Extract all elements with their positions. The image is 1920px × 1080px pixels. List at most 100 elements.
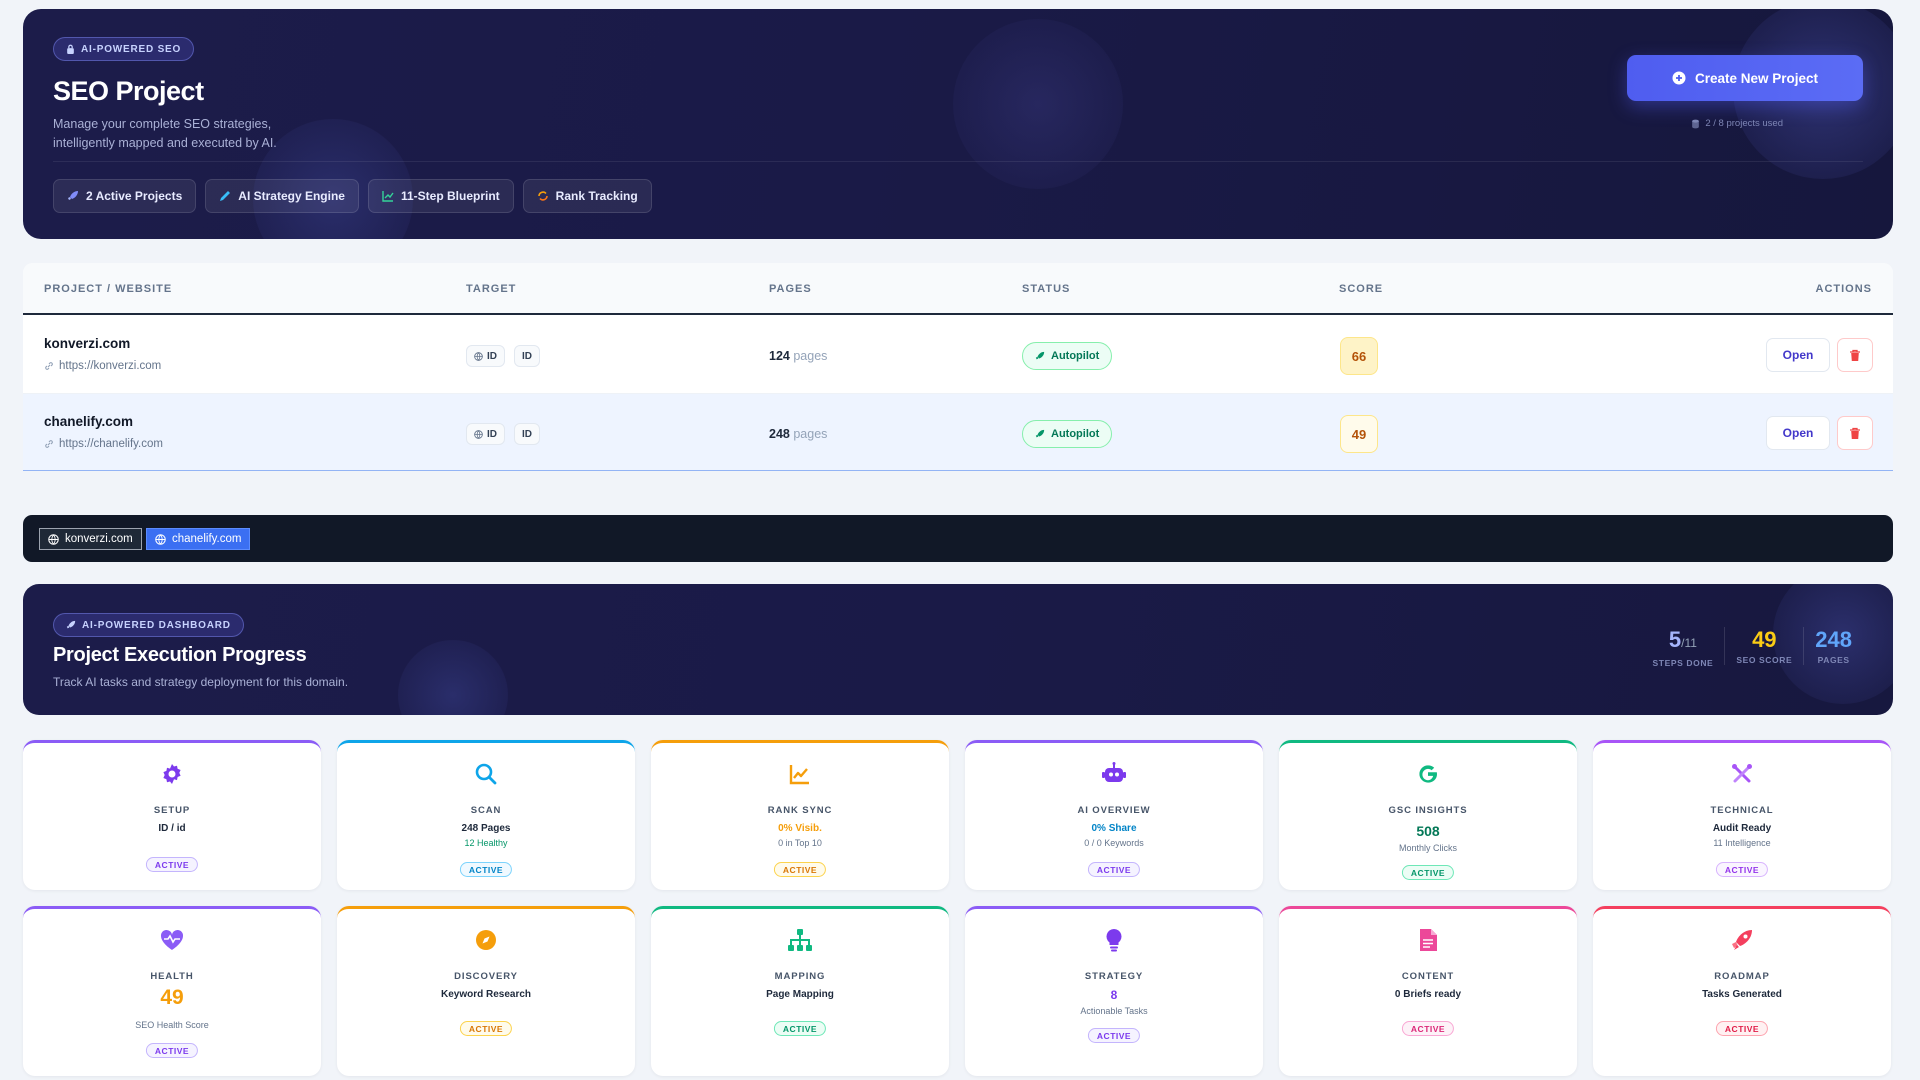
target-country: ID <box>466 423 505 445</box>
lock-icon <box>67 44 74 54</box>
open-button[interactable]: Open <box>1766 338 1830 372</box>
status-pill: ACTIVE <box>145 857 199 872</box>
rocket-icon <box>1035 351 1045 360</box>
table-header: PROJECT / WEBSITE TARGET PAGES STATUS SC… <box>23 263 1893 315</box>
globe-icon <box>48 533 59 545</box>
status-pill: ACTIVE <box>145 1043 199 1058</box>
decor-orb <box>398 640 508 715</box>
col-pages: PAGES <box>769 283 812 295</box>
rocket-icon <box>66 620 76 629</box>
card-ai-overview[interactable]: AI OVERVIEW 0% Share 0 / 0 Keywords ACTI… <box>965 740 1263 890</box>
chart-line-icon <box>789 765 809 785</box>
chip-active-projects: 2 Active Projects <box>53 179 197 213</box>
status-pill: ACTIVE <box>1401 1021 1455 1036</box>
card-strategy[interactable]: STRATEGY 8 Actionable Tasks ACTIVE <box>965 906 1263 1076</box>
sitemap-icon <box>788 929 812 951</box>
dashboard-description: Track AI tasks and strategy deployment f… <box>53 675 349 689</box>
page-description: Manage your complete SEO strategies, int… <box>53 117 277 150</box>
site-url[interactable]: https://chanelify.com <box>44 438 163 450</box>
link-icon <box>45 440 53 448</box>
feature-chips: 2 Active Projects AI Strategy Engine 11-… <box>53 179 652 213</box>
database-icon <box>1692 119 1700 128</box>
table-row[interactable]: konverzi.com https://konverzi.com ID ID … <box>23 316 1893 394</box>
status-pill: ACTIVE <box>1087 862 1141 877</box>
link-icon <box>45 362 53 370</box>
status-pill: ACTIVE <box>773 1021 827 1036</box>
site-name[interactable]: konverzi.com <box>44 336 131 351</box>
status-pill: ACTIVE <box>1715 862 1769 877</box>
chip-rank-tracking: Rank Tracking <box>522 179 652 213</box>
divider <box>53 161 1863 162</box>
target-language: ID <box>514 345 540 367</box>
site-name[interactable]: chanelify.com <box>44 414 134 429</box>
document-icon <box>1420 929 1437 951</box>
dashboard-title: Project Execution Progress <box>53 644 307 666</box>
status-badge: Autopilot <box>1022 342 1113 370</box>
open-button[interactable]: Open <box>1766 416 1830 450</box>
rocket-icon <box>68 191 78 200</box>
col-score: SCORE <box>1339 283 1384 295</box>
compass-icon <box>476 930 496 950</box>
search-icon <box>475 763 497 785</box>
target-country: ID <box>466 345 505 367</box>
dashboard-banner: AI-POWERED DASHBOARD Project Execution P… <box>23 584 1893 715</box>
create-project-button[interactable]: Create New Project <box>1627 55 1863 101</box>
stat-pages: 248 PAGES <box>1803 627 1863 665</box>
dashboard-stats: 5/11 STEPS DONE 49 SEO SCORE 248 PAGES <box>1642 627 1863 668</box>
domain-tab-chanelify[interactable]: chanelify.com <box>146 528 251 550</box>
target-language: ID <box>514 423 540 445</box>
card-setup[interactable]: SETUP ID / id ACTIVE <box>23 740 321 890</box>
decor-orb <box>953 19 1123 189</box>
trash-icon <box>1850 427 1860 439</box>
card-discovery[interactable]: DISCOVERY Keyword Research ACTIVE <box>337 906 635 1076</box>
heart-pulse-icon <box>160 929 184 950</box>
hero-banner: AI-POWERED SEO SEO Project Manage your c… <box>23 9 1893 239</box>
rocket-icon <box>1035 429 1045 438</box>
globe-icon <box>474 351 483 361</box>
google-icon <box>1419 765 1437 783</box>
gear-icon <box>163 764 181 784</box>
card-mapping[interactable]: MAPPING Page Mapping ACTIVE <box>651 906 949 1076</box>
globe-icon <box>474 429 483 439</box>
page-title: SEO Project <box>53 76 204 106</box>
status-badge: Autopilot <box>1022 420 1113 448</box>
chart-line-icon <box>382 191 394 202</box>
plus-circle-icon <box>1672 71 1686 85</box>
card-rank-sync[interactable]: RANK SYNC 0% Visib. 0 in Top 10 ACTIVE <box>651 740 949 890</box>
card-gsc-insights[interactable]: GSC INSIGHTS 508 Monthly Clicks ACTIVE <box>1279 740 1577 890</box>
chip-blueprint: 11-Step Blueprint <box>367 179 514 213</box>
col-project: PROJECT / WEBSITE <box>44 283 173 295</box>
status-pill: ACTIVE <box>773 862 827 877</box>
delete-button[interactable] <box>1837 338 1873 372</box>
projects-table: PROJECT / WEBSITE TARGET PAGES STATUS SC… <box>23 263 1893 471</box>
card-content[interactable]: CONTENT 0 Briefs ready ACTIVE <box>1279 906 1577 1076</box>
stat-seo-score: 49 SEO SCORE <box>1724 627 1803 665</box>
card-health[interactable]: HEALTH 49 SEO Health Score ACTIVE <box>23 906 321 1076</box>
col-actions: ACTIONS <box>1815 283 1872 295</box>
card-scan[interactable]: SCAN 248 Pages 12 Healthy ACTIVE <box>337 740 635 890</box>
lightbulb-icon <box>1106 929 1122 952</box>
globe-icon <box>155 533 166 545</box>
stat-steps-done: 5/11 STEPS DONE <box>1652 627 1714 668</box>
score-badge: 66 <box>1340 337 1378 375</box>
status-pill: ACTIVE <box>459 1021 513 1036</box>
site-url[interactable]: https://konverzi.com <box>44 360 161 372</box>
score-badge: 49 <box>1340 415 1378 453</box>
card-technical[interactable]: TECHNICAL Audit Ready 11 Intelligence AC… <box>1593 740 1891 890</box>
table-row[interactable]: chanelify.com https://chanelify.com ID I… <box>23 394 1893 471</box>
pages-count: 248 pages <box>769 427 828 441</box>
card-roadmap[interactable]: ROADMAP Tasks Generated ACTIVE <box>1593 906 1891 1076</box>
domain-tab-konverzi[interactable]: konverzi.com <box>39 528 142 550</box>
domain-switcher: konverzi.com chanelify.com <box>23 515 1893 562</box>
dashboard-badge: AI-POWERED DASHBOARD <box>53 613 244 637</box>
ai-badge: AI-POWERED SEO <box>53 37 195 61</box>
status-pill: ACTIVE <box>1087 1028 1141 1043</box>
status-pill: ACTIVE <box>1401 865 1455 880</box>
status-pill: ACTIVE <box>1715 1021 1769 1036</box>
status-pill: ACTIVE <box>459 862 513 877</box>
col-target: TARGET <box>466 283 517 295</box>
trash-icon <box>1850 349 1860 361</box>
delete-button[interactable] <box>1837 416 1873 450</box>
decor-orb <box>253 119 413 239</box>
col-status: STATUS <box>1022 283 1071 295</box>
